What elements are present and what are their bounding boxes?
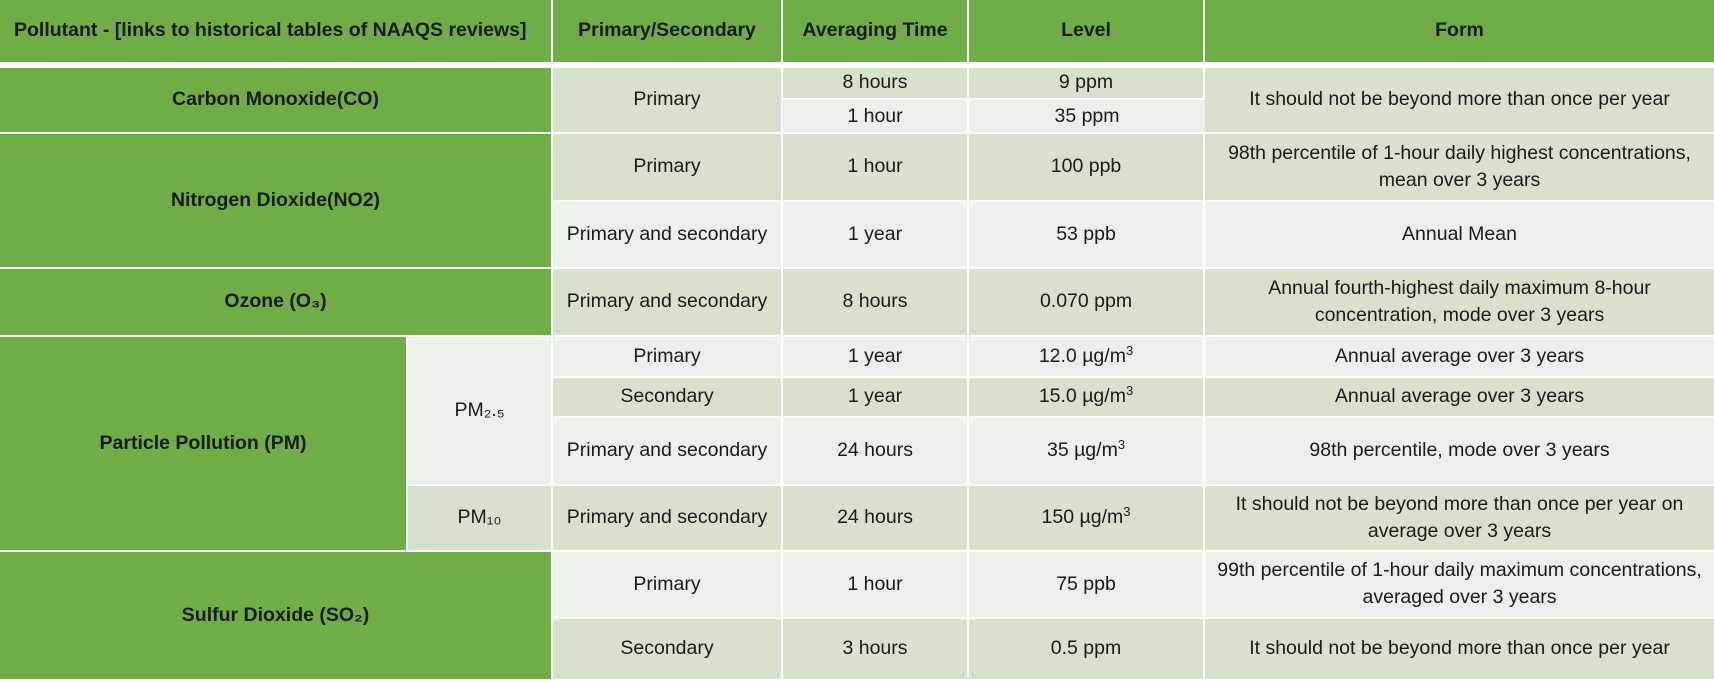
level-cell: 0.070 ppm (969, 269, 1206, 337)
standard-cell: Primary and secondary (553, 418, 784, 486)
table-row: Sulfur Dioxide (SO₂) Primary 1 hour 75 p… (0, 552, 1714, 681)
standard-cell: Primary (553, 67, 784, 135)
form-cell: Annual Mean (1205, 201, 1714, 270)
header-form: Form (1205, 0, 1714, 68)
level-value: 15.0 µg/m (1038, 385, 1126, 408)
form-cell: 98th percentile of 1-hour daily highest … (1205, 134, 1714, 202)
averaging-time-cell: 24 hours (783, 485, 970, 553)
header-averaging-time: Averaging Time (783, 0, 970, 68)
averaging-time-cell: 3 hours (783, 618, 970, 681)
table-row: Primary and secondary 1 year 53 ppb Annu… (0, 201, 1714, 270)
level-cell: 12.0 µg/m3 (969, 336, 1206, 378)
averaging-time-cell: 1 hour (783, 100, 970, 135)
standard-cell: Primary and secondary (553, 201, 784, 270)
subtype-pm25: PM₂.₅ (408, 336, 554, 486)
form-cell: Annual average over 3 years (1205, 377, 1714, 419)
table-row: Secondary 1 year 15.0 µg/m3 Annual avera… (0, 377, 1714, 419)
averaging-time-cell: 8 hours (783, 269, 970, 337)
level-cell: 53 ppb (969, 201, 1206, 270)
table-row: Secondary 3 hours 0.5 ppm It should not … (0, 618, 1714, 681)
averaging-time-cell: 24 hours (783, 418, 970, 486)
pollutant-no2: Nitrogen Dioxide(NO2) (0, 134, 554, 270)
table-row: Carbon Monoxide(CO) Primary 8 hours 9 pp… (0, 67, 1714, 135)
table-row: PM₁₀ Primary and secondary 24 hours 150 … (0, 485, 1714, 553)
header-pollutant[interactable]: Pollutant - [links to historical tables … (0, 0, 554, 68)
header-row: Pollutant - [links to historical tables … (0, 0, 1714, 68)
table-row: Primary and secondary 24 hours 35 µg/m3 … (0, 418, 1714, 486)
header-primary-secondary: Primary/Secondary (553, 0, 784, 68)
unit-exponent: 3 (1125, 342, 1134, 358)
form-cell: Annual fourth-highest daily maximum 8-ho… (1205, 269, 1714, 337)
averaging-time-cell: 1 hour (783, 552, 970, 619)
header-level: Level (969, 0, 1206, 68)
table-row: Ozone (O₃) Primary and secondary 8 hours… (0, 269, 1714, 337)
level-cell: 0.5 ppm (969, 618, 1206, 681)
standard-cell: Primary and secondary (553, 485, 784, 553)
table-row: Particle Pollution (PM) PM₂.₅ Primary 1 … (0, 336, 1714, 553)
form-cell: 98th percentile, mode over 3 years (1205, 418, 1714, 486)
form-cell: It should not be beyond more than once p… (1205, 67, 1714, 135)
level-cell: 75 ppb (969, 552, 1206, 619)
standard-cell: Primary (553, 134, 784, 202)
averaging-time-cell: 1 year (783, 336, 970, 378)
standard-cell: Primary and secondary (553, 269, 784, 337)
level-value: 35 µg/m (1046, 439, 1118, 462)
standard-cell: Primary (553, 552, 784, 619)
subtype-pm10: PM₁₀ (408, 485, 554, 553)
level-cell: 100 ppb (969, 134, 1206, 202)
pollutant-co: Carbon Monoxide(CO) (0, 67, 554, 135)
level-cell: 9 ppm (969, 67, 1206, 101)
form-cell: Annual average over 3 years (1205, 336, 1714, 378)
form-cell: It should not be beyond more than once p… (1205, 618, 1714, 681)
unit-exponent: 3 (1123, 504, 1131, 520)
level-cell: 35 ppm (969, 100, 1206, 135)
averaging-time-cell: 1 year (783, 377, 970, 419)
form-cell: It should not be beyond more than once p… (1205, 485, 1714, 553)
averaging-time-cell: 1 hour (783, 134, 970, 202)
level-value: 12.0 µg/m (1038, 344, 1126, 367)
unit-exponent: 3 (1125, 383, 1134, 399)
form-cell: 99th percentile of 1-hour daily maximum … (1205, 552, 1714, 619)
level-value: 150 µg/m (1041, 506, 1124, 529)
pollutant-pm: Particle Pollution (PM) (0, 336, 408, 553)
table-row: 1 hour 35 ppm (0, 100, 1714, 135)
table-row: Nitrogen Dioxide(NO2) Primary 1 hour 100… (0, 134, 1714, 270)
unit-exponent: 3 (1117, 437, 1126, 453)
averaging-time-cell: 8 hours (783, 67, 970, 101)
averaging-time-cell: 1 year (783, 201, 970, 270)
level-cell: 35 µg/m3 (969, 418, 1206, 486)
standard-cell: Secondary (553, 377, 784, 419)
pollutant-o3: Ozone (O₃) (0, 269, 554, 337)
level-cell: 15.0 µg/m3 (969, 377, 1206, 419)
pollutant-so2: Sulfur Dioxide (SO₂) (0, 552, 554, 681)
standard-cell: Secondary (553, 618, 784, 681)
standard-cell: Primary (553, 336, 784, 378)
level-cell: 150 µg/m3 (969, 485, 1206, 553)
